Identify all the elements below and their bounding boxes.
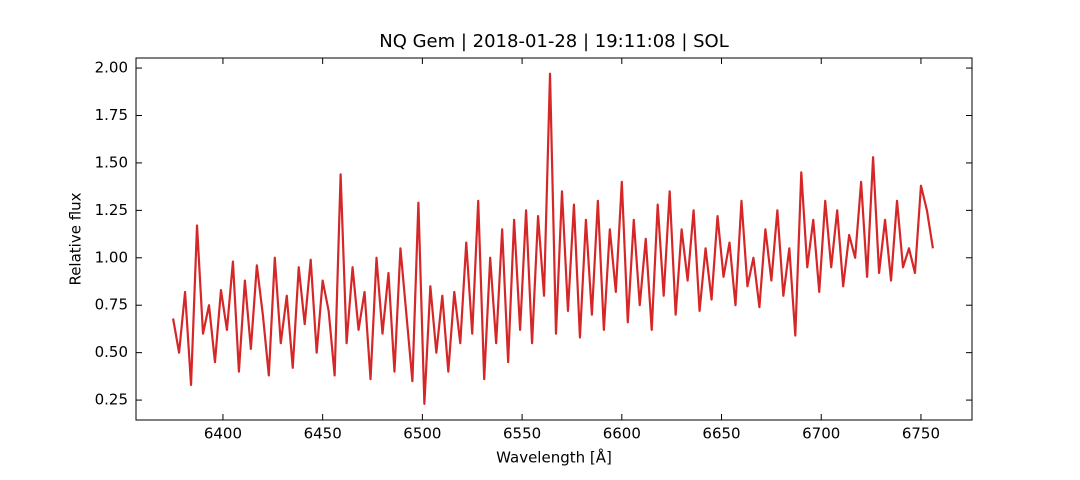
x-tick-label: 6550 [503, 425, 541, 443]
x-tick-label: 6700 [802, 425, 840, 443]
y-tick-label: 2.00 [95, 59, 128, 77]
y-tick-label: 1.25 [95, 201, 128, 219]
y-tick-label: 1.00 [95, 248, 128, 266]
y-tick-label: 1.75 [95, 106, 128, 124]
x-tick-label: 6650 [702, 425, 740, 443]
spectrum-line [172, 72, 934, 405]
plot-frame [135, 57, 973, 421]
x-tick-label: 6600 [603, 425, 641, 443]
y-axis-label: Relative flux [67, 192, 85, 285]
y-tick-label: 0.50 [95, 343, 128, 361]
y-tick-label: 0.75 [95, 296, 128, 314]
x-axis-label: Wavelength [Å] [496, 448, 612, 467]
x-tick-label: 6450 [304, 425, 342, 443]
x-tick-label: 6500 [403, 425, 441, 443]
y-tick-label: 1.50 [95, 153, 128, 171]
x-tick-label: 6400 [204, 425, 242, 443]
y-tick-label: 0.25 [95, 391, 128, 409]
x-tick-label: 6750 [902, 425, 940, 443]
chart-title: NQ Gem | 2018-01-28 | 19:11:08 | SOL [379, 31, 729, 52]
